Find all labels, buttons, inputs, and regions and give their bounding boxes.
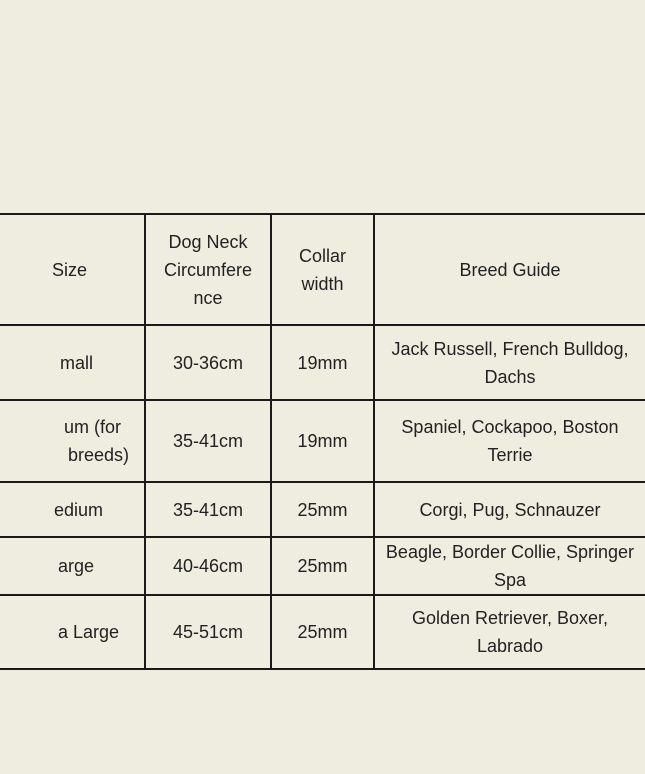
header-width-line: width — [301, 273, 344, 294]
table-row: a Large 45-51cm 25mm Golden Retriever, B… — [0, 594, 645, 670]
header-breed: Breed Guide — [373, 213, 645, 326]
header-neck-line: Dog Neck — [168, 231, 248, 252]
breed-cell: Beagle, Border Collie, Springer Spa — [373, 536, 645, 596]
header-size: Size — [0, 213, 146, 326]
size-guide-table: Size Dog Neck Circumfere nce Collar widt… — [0, 213, 645, 670]
header-neck: Dog Neck Circumfere nce — [144, 213, 272, 326]
width-cell: 25mm — [270, 536, 375, 596]
header-width-line: Collar — [298, 245, 346, 266]
size-cell: a Large — [0, 594, 146, 670]
size-cell: mall — [0, 324, 146, 401]
header-neck-line: nce — [193, 287, 223, 308]
size-cell: arge — [0, 536, 146, 596]
neck-cell: 40-46cm — [144, 536, 272, 596]
size-line: um (for — [63, 417, 121, 437]
breed-cell: Corgi, Pug, Schnauzer — [373, 481, 645, 538]
table-row: arge 40-46cm 25mm Beagle, Border Collie,… — [0, 536, 645, 596]
width-cell: 19mm — [270, 324, 375, 401]
width-cell: 25mm — [270, 594, 375, 670]
table-row: um (for breeds) 35-41cm 19mm Spaniel, Co… — [0, 399, 645, 483]
header-neck-line: Circumfere — [163, 259, 252, 280]
size-line: breeds) — [67, 445, 129, 465]
header-row: Size Dog Neck Circumfere nce Collar widt… — [0, 213, 645, 326]
table-row: edium 35-41cm 25mm Corgi, Pug, Schnauzer — [0, 481, 645, 538]
neck-cell: 35-41cm — [144, 481, 272, 538]
neck-cell: 30-36cm — [144, 324, 272, 401]
size-cell: edium — [0, 481, 146, 538]
width-cell: 25mm — [270, 481, 375, 538]
neck-cell: 35-41cm — [144, 399, 272, 483]
table-row: mall 30-36cm 19mm Jack Russell, French B… — [0, 324, 645, 401]
breed-cell: Jack Russell, French Bulldog, Dachs — [373, 324, 645, 401]
header-size-text: Size — [51, 259, 87, 280]
breed-cell: Spaniel, Cockapoo, Boston Terrie — [373, 399, 645, 483]
width-cell: 19mm — [270, 399, 375, 483]
breed-cell: Golden Retriever, Boxer, Labrado — [373, 594, 645, 670]
size-cell: um (for breeds) — [0, 399, 146, 483]
header-width: Collar width — [270, 213, 375, 326]
neck-cell: 45-51cm — [144, 594, 272, 670]
